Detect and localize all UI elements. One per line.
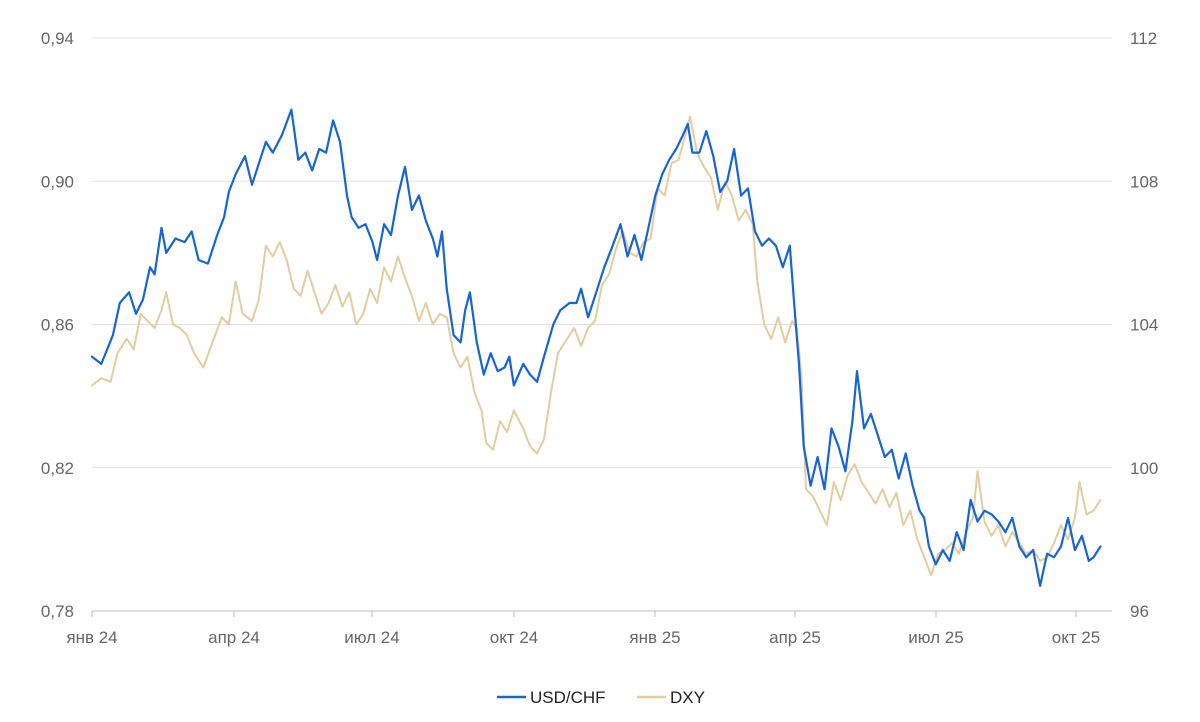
x-tick-label: янв 25 [629, 628, 680, 647]
series-line-usd-chf [90, 108, 1102, 588]
right-axis-ticks: 96 100 104 108 112 [1130, 29, 1158, 621]
x-tick-label: апр 25 [769, 628, 821, 647]
left-axis-ticks: 0,78 0,82 0,86 0,90 0,94 [41, 29, 74, 621]
gridlines [92, 37, 1112, 612]
left-tick-label: 0,90 [41, 172, 74, 191]
left-tick-label: 0,78 [41, 602, 74, 621]
series-lines [90, 108, 1102, 588]
left-tick-label: 0,82 [41, 459, 74, 478]
right-tick-label: 112 [1130, 29, 1157, 48]
legend-label: USD/CHF [530, 688, 606, 707]
right-tick-label: 108 [1130, 172, 1158, 191]
left-tick-label: 0,94 [41, 29, 74, 48]
series-line-dxy [91, 115, 1102, 577]
x-tick-label: янв 24 [66, 628, 117, 647]
right-tick-label: 104 [1130, 316, 1158, 335]
x-axis-ticks: янв 24 апр 24 июл 24 окт 24 янв 25 апр 25 июл … [66, 611, 1100, 647]
x-tick-label: апр 24 [208, 628, 260, 647]
left-tick-label: 0,86 [41, 316, 74, 335]
x-tick-label: июл 25 [908, 628, 963, 647]
right-tick-label: 100 [1130, 459, 1158, 478]
legend-label: DXY [670, 688, 705, 707]
x-tick-label: июл 24 [344, 628, 399, 647]
x-tick-label: окт 25 [1052, 628, 1101, 647]
legend: USD/CHF DXY [497, 688, 705, 707]
x-tick-label: окт 24 [490, 628, 539, 647]
right-tick-label: 96 [1130, 602, 1149, 621]
